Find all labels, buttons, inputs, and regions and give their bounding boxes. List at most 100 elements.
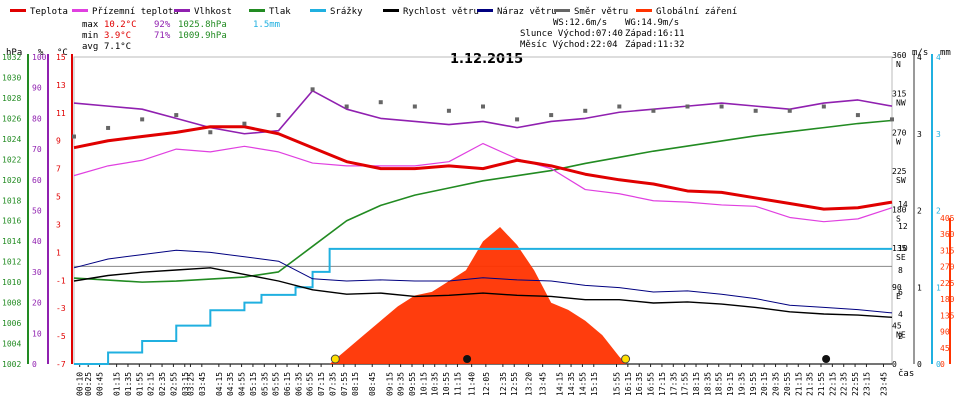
time-tick: 07:35 <box>328 372 337 396</box>
time-tick: 19:35 <box>737 372 746 396</box>
temperature-tick: -5 <box>56 332 66 341</box>
temperature-tick: 11 <box>56 109 66 118</box>
time-tick: 07:15 <box>317 372 326 396</box>
time-tick: 23:45 <box>879 372 888 396</box>
pressure-tick: 1006 <box>2 319 21 328</box>
time-tick: 06:55 <box>306 372 315 396</box>
time-tick: 17:55 <box>681 372 690 396</box>
info-wg: WG:14.9m/s <box>625 18 679 28</box>
stat-max-hum: 92% <box>154 20 171 30</box>
rain-unit: mm <box>940 48 951 58</box>
humidity-tick: 20 <box>32 299 42 308</box>
wind-dir-label: NW <box>896 99 906 108</box>
wind-dir-point <box>481 104 485 109</box>
time-tick: 12:55 <box>510 372 519 396</box>
time-tick: 17:35 <box>669 372 678 396</box>
wind-dir-point <box>821 104 826 109</box>
pressure-tick: 1016 <box>2 217 21 226</box>
time-tick: 07:55 <box>340 372 349 396</box>
pressure-line <box>73 119 893 283</box>
wind-speed-line <box>73 267 893 318</box>
pressure-tick: 1020 <box>2 176 21 185</box>
wind-speed-unit: m/s <box>912 48 928 58</box>
time-tick: 12:05 <box>482 372 491 396</box>
time-tick: 08:15 <box>351 372 360 396</box>
wind-dir-point <box>787 108 792 113</box>
wind-dir-point <box>72 134 76 139</box>
time-tick: 21:35 <box>806 372 815 396</box>
legend-swatch <box>310 9 326 12</box>
wind-dir-point <box>106 125 111 130</box>
legend-swatch <box>174 9 190 12</box>
wind-speed-tick: 4 <box>917 53 922 62</box>
legend-label: Srážky <box>330 7 363 17</box>
temperature-unit: °C <box>57 48 68 58</box>
legend-swatch <box>383 9 399 12</box>
temperature-tick: -1 <box>56 276 66 285</box>
stat-min-press: 1009.9hPa <box>178 31 227 41</box>
time-tick: 16:55 <box>647 372 656 396</box>
wind-dir-point <box>140 117 145 122</box>
time-axis-label: čas <box>898 368 914 379</box>
time-tick: 09:15 <box>385 372 394 396</box>
pressure-tick: 1028 <box>2 94 21 103</box>
time-tick: 11:40 <box>468 372 477 396</box>
humidity-tick: 40 <box>32 237 42 246</box>
legend-swatch <box>72 9 88 12</box>
wind-speed-small-tick: 4 <box>898 310 903 319</box>
wind-dir-label: SW <box>896 176 906 185</box>
legend-swatch <box>249 9 265 12</box>
temperature-tick: -7 <box>56 360 66 369</box>
pressure-tick: 1022 <box>2 155 21 164</box>
rain-tick: 2 <box>936 207 941 216</box>
rain-line <box>74 247 892 365</box>
wind-speed-small-tick: 14 <box>898 200 908 209</box>
pressure-tick: 1030 <box>2 73 21 82</box>
legend-label: Teplota <box>30 7 68 17</box>
pressure-tick: 1032 <box>2 53 21 62</box>
time-tick: 15:15 <box>590 372 599 396</box>
time-tick: 20:55 <box>783 372 792 396</box>
pressure-tick: 1014 <box>2 237 21 246</box>
time-tick: 17:15 <box>658 372 667 396</box>
time-tick: 22:15 <box>828 372 837 396</box>
wind-dir-tick: 135 <box>892 244 907 253</box>
pressure-tick: 1012 <box>2 258 21 267</box>
wind-speed-tick: 0 <box>917 360 922 369</box>
stat-min-temp: 3.9°C <box>104 31 131 41</box>
stat-avg-label: avg <box>82 42 98 52</box>
wind-dir-point <box>890 117 894 122</box>
humidity-line <box>73 89 893 135</box>
time-tick: 23:15 <box>862 372 871 396</box>
radiation-tick: 90 <box>940 328 950 337</box>
wind-dir-point <box>378 100 383 105</box>
time-tick: 13:45 <box>539 372 548 396</box>
stat-min-hum: 71% <box>154 31 171 41</box>
wind-dir-tick: 0 <box>892 360 897 369</box>
time-tick: 18:15 <box>692 372 701 396</box>
time-tick: 01:15 <box>113 372 122 396</box>
wind-dir-tick: 180 <box>892 206 907 215</box>
wind-speed-tick: 3 <box>917 130 922 139</box>
info-sun-set: Západ:16:11 <box>625 29 685 39</box>
wind-dir-point <box>276 113 281 118</box>
time-tick: 04:15 <box>215 372 224 396</box>
humidity-tick: 30 <box>32 268 42 277</box>
wind-dir-tick: 270 <box>892 128 907 137</box>
radiation-tick: 405 <box>940 214 955 223</box>
stat-max-press: 1025.8hPa <box>178 20 227 30</box>
time-tick: 19:15 <box>726 372 735 396</box>
wind-dir-point <box>515 117 520 122</box>
time-tick: 00:25 <box>84 372 93 396</box>
time-tick: 11:15 <box>453 372 462 396</box>
stat-max-label: max <box>82 20 99 30</box>
humidity-tick: 100 <box>32 53 47 62</box>
rain-tick: 3 <box>936 130 941 139</box>
sun-marker <box>621 354 631 364</box>
wind-dir-label: SE <box>896 253 906 262</box>
wind-dir-point <box>855 113 860 118</box>
pressure-tick: 1026 <box>2 114 21 123</box>
time-tick: 10:35 <box>431 372 440 396</box>
time-tick: 14:35 <box>567 372 576 396</box>
